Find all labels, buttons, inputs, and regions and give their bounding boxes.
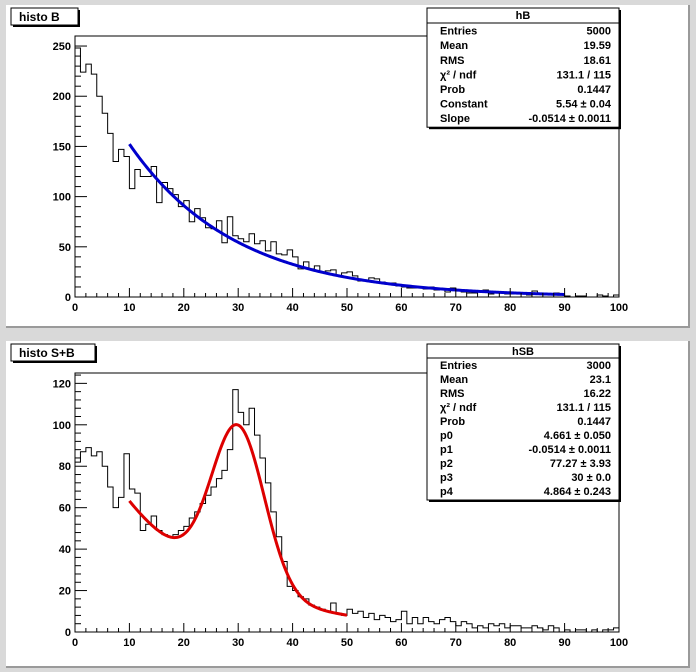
stats-value: 4.864 ± 0.243 (544, 486, 611, 498)
stats-label: p1 (440, 444, 453, 456)
stats-value: -0.0514 ± 0.0011 (529, 444, 612, 456)
stats-label: χ² / ndf (440, 69, 477, 81)
stats-label: p3 (440, 472, 453, 484)
x-tick-label: 10 (123, 637, 135, 649)
stats-label: Constant (440, 99, 488, 111)
stats-label: Entries (440, 360, 477, 372)
y-tick-label: 0 (65, 292, 71, 304)
x-tick-label: 40 (286, 302, 298, 314)
y-tick-label: 100 (53, 420, 71, 432)
x-tick-label: 0 (72, 302, 78, 314)
x-tick-label: 80 (504, 302, 516, 314)
x-tick-label: 0 (72, 637, 78, 649)
x-tick-label: 10 (123, 302, 135, 314)
stats-label: χ² / ndf (440, 402, 477, 414)
y-tick-label: 100 (53, 192, 71, 204)
stats-label: Mean (440, 374, 468, 386)
stats-box-name: hB (516, 10, 531, 22)
x-tick-label: 100 (610, 302, 628, 314)
stats-label: Prob (440, 84, 465, 96)
title-box (10, 7, 79, 26)
histogram-panel-2: 0 10 20 30 40 50 60 70 80 90 100 0 20 40 60 80 100 120 his… (10, 343, 628, 649)
stats-value: 16.22 (583, 388, 611, 400)
histogram-panel-1: 0 10 20 30 40 50 60 70 80 90 100 0 50 100 150 200 250 his… (10, 7, 628, 314)
y-tick-label: 40 (59, 544, 71, 556)
x-tick-label: 30 (232, 637, 244, 649)
stats-box-name: hSB (512, 346, 534, 358)
stats-label: p2 (440, 458, 453, 470)
x-tick-label: 100 (610, 637, 628, 649)
stats-value: 4.661 ± 0.050 (544, 430, 611, 442)
y-tick-label: 50 (59, 242, 71, 254)
x-tick-label: 80 (504, 637, 516, 649)
stats-box (426, 7, 620, 128)
y-tick-label: 150 (53, 141, 71, 153)
y-tick-label: 0 (65, 627, 71, 639)
x-tick-label: 50 (341, 637, 353, 649)
x-tick-label: 50 (341, 302, 353, 314)
stats-value: 5.54 ± 0.04 (556, 99, 612, 111)
fit-curve (128, 423, 348, 617)
stats-label: RMS (440, 55, 464, 67)
x-tick-label: 20 (178, 637, 190, 649)
stats-value: 18.61 (583, 55, 611, 67)
stats-value: -0.0514 ± 0.0011 (529, 113, 612, 125)
x-tick-label: 30 (232, 302, 244, 314)
x-tick-label: 70 (450, 302, 462, 314)
stats-label: Slope (440, 113, 470, 125)
stats-value: 30 ± 0.0 (571, 472, 611, 484)
y-tick-label: 60 (59, 503, 71, 515)
stats-value: 131.1 / 115 (557, 402, 611, 414)
stats-label: Mean (440, 40, 468, 52)
y-tick-label: 250 (53, 41, 71, 53)
stats-box (426, 343, 620, 501)
stats-label: RMS (440, 388, 464, 400)
y-tick-label: 120 (53, 378, 71, 390)
stats-value: 77.27 ± 3.93 (550, 458, 611, 470)
title-box (10, 343, 96, 362)
y-tick-label: 80 (59, 461, 71, 473)
stats-value: 3000 (587, 360, 611, 372)
x-tick-label: 90 (558, 637, 570, 649)
stats-value: 19.59 (583, 40, 611, 52)
stats-label: p4 (440, 486, 454, 498)
stats-label: Prob (440, 416, 465, 428)
y-tick-label: 20 (59, 586, 71, 598)
stats-label: Entries (440, 26, 477, 38)
stats-value: 131.1 / 115 (557, 69, 611, 81)
x-tick-label: 40 (286, 637, 298, 649)
y-tick-label: 200 (53, 91, 71, 103)
stats-value: 0.1447 (577, 84, 611, 96)
x-tick-label: 60 (395, 302, 407, 314)
x-tick-label: 20 (178, 302, 190, 314)
panel-title: histo B (19, 10, 60, 24)
stats-value: 5000 (587, 26, 611, 38)
x-tick-label: 90 (558, 302, 570, 314)
x-tick-label: 70 (450, 637, 462, 649)
fit-curve (128, 143, 565, 296)
stats-value: 23.1 (590, 374, 611, 386)
panel-title: histo S+B (19, 346, 75, 360)
stats-label: p0 (440, 430, 453, 442)
stats-value: 0.1447 (577, 416, 611, 428)
x-tick-label: 60 (395, 637, 407, 649)
